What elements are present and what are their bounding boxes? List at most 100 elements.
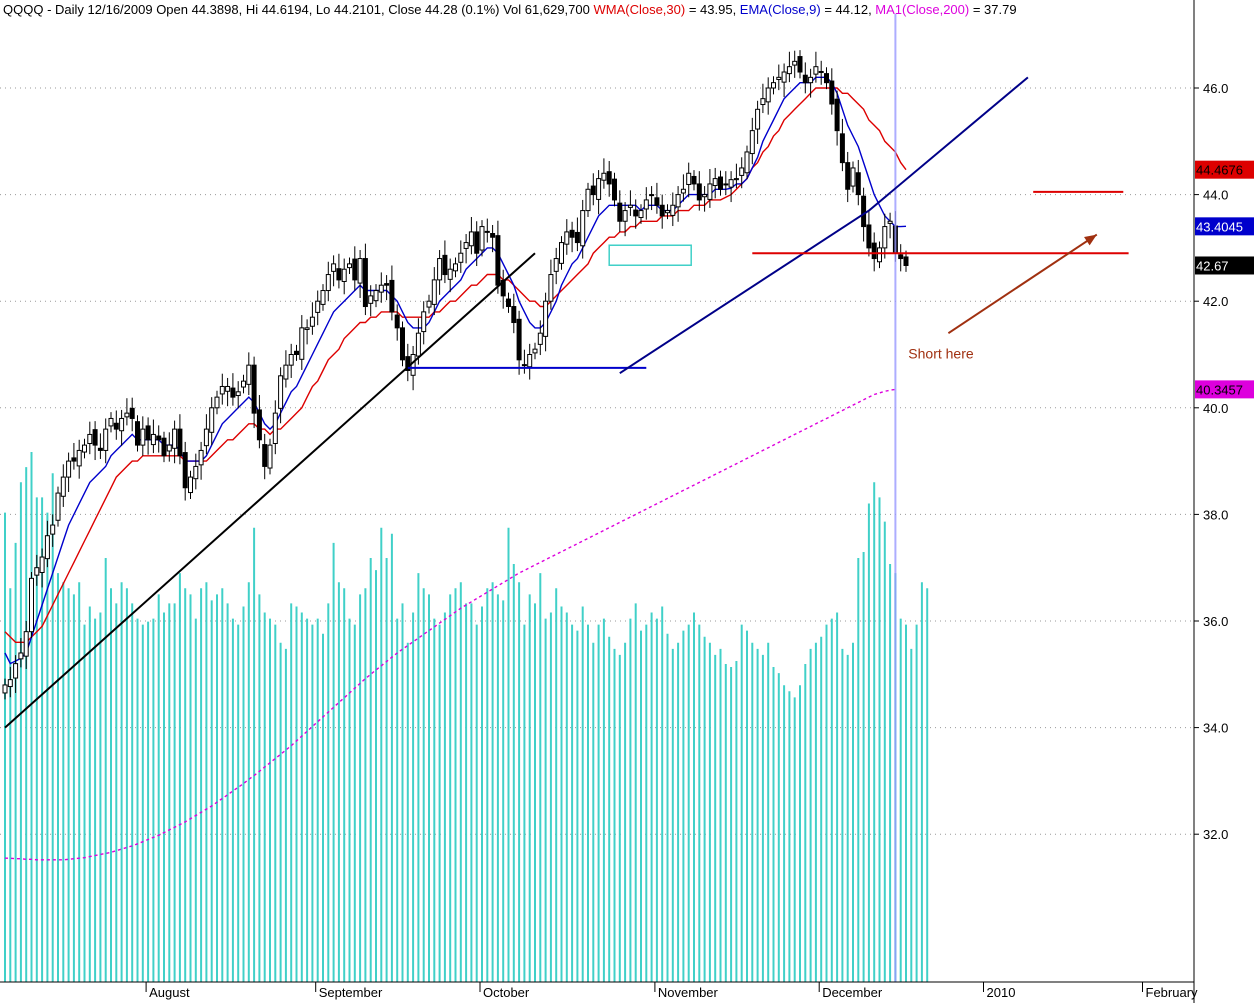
candle-down <box>855 172 861 196</box>
candle-up <box>50 524 56 535</box>
candle-up <box>18 652 24 660</box>
candle <box>596 170 602 215</box>
candle-up <box>320 290 326 305</box>
candle-up <box>622 210 628 222</box>
candle-up <box>813 66 819 75</box>
candle <box>34 554 40 586</box>
candle-down <box>97 447 103 451</box>
candle <box>680 174 686 202</box>
candle-up <box>585 188 591 212</box>
candle <box>2 678 8 700</box>
candle-up <box>458 252 464 263</box>
candle <box>479 220 485 257</box>
candle <box>458 240 464 273</box>
candle-down <box>230 387 236 398</box>
price-tag: 44.4676 <box>1195 160 1254 179</box>
candle <box>13 655 19 693</box>
candle <box>543 292 549 352</box>
candle <box>675 186 681 222</box>
candle-down <box>612 178 617 201</box>
candle-down <box>659 204 665 217</box>
candle <box>299 315 305 370</box>
short-arrow-shaft <box>947 233 1098 335</box>
candle-up <box>564 231 570 245</box>
candle-down <box>251 364 257 414</box>
candle-down <box>294 350 299 356</box>
candle-up <box>468 231 474 247</box>
candle-down <box>696 183 702 201</box>
candle-down <box>156 435 162 441</box>
candle <box>797 50 803 79</box>
candle-down <box>834 98 840 132</box>
candle-down <box>866 224 872 249</box>
x-tick-label: October <box>483 985 530 1000</box>
candle-down <box>161 437 167 457</box>
price-tags: 44.4676 43.4045 42.67 40.3457 <box>1195 160 1254 399</box>
candle <box>453 257 458 278</box>
y-tick-label: 46.0 <box>1203 81 1228 96</box>
candle <box>659 194 665 229</box>
candle-down <box>256 409 262 441</box>
candle <box>463 234 469 264</box>
candle <box>877 241 882 269</box>
candle <box>850 161 856 193</box>
candle <box>267 438 273 475</box>
trendline-2 <box>619 209 870 374</box>
candle <box>278 367 284 424</box>
candle <box>654 182 660 214</box>
candle-down <box>802 74 808 84</box>
trendline-3 <box>868 76 1029 212</box>
candle-up <box>331 263 337 272</box>
candle-down <box>824 73 829 84</box>
candle <box>765 77 771 115</box>
candle <box>140 416 146 456</box>
candle-up <box>755 108 761 130</box>
candle-up <box>463 242 469 249</box>
x-tick-label: November <box>658 985 719 1000</box>
candle-up <box>596 178 602 200</box>
candle <box>437 250 443 295</box>
candle-up <box>437 258 443 281</box>
candle <box>55 486 61 527</box>
candle <box>426 294 432 314</box>
candle <box>818 60 824 85</box>
candle <box>739 157 745 189</box>
candle <box>341 258 347 295</box>
candle <box>612 172 617 207</box>
candle-down <box>606 171 612 185</box>
candle-up <box>166 444 172 452</box>
candle-up <box>309 316 315 327</box>
candle-up <box>702 194 708 198</box>
candle-up <box>214 396 220 409</box>
candle-down <box>129 407 135 419</box>
candle <box>781 63 787 98</box>
candle <box>516 310 522 375</box>
candle <box>627 190 633 216</box>
candle-down <box>177 428 183 457</box>
candle <box>718 170 723 196</box>
candle <box>71 442 77 470</box>
candle-down <box>442 254 448 276</box>
candle-up <box>34 567 40 576</box>
candle-up <box>368 295 374 304</box>
x-tick-label: September <box>319 985 383 1000</box>
candle <box>347 257 352 275</box>
candle <box>7 666 13 698</box>
candle <box>882 213 888 259</box>
candle-down <box>516 318 522 361</box>
candle-up <box>537 332 543 345</box>
candle-up <box>2 684 8 694</box>
candle <box>744 145 750 180</box>
candle-down <box>569 229 575 238</box>
candle-up <box>347 263 352 269</box>
candle <box>601 158 607 189</box>
date-axis: August September October November December 20… <box>145 982 1198 1000</box>
candle-up <box>792 60 798 66</box>
candle-up <box>707 183 713 200</box>
short-arrow-head <box>1084 234 1097 246</box>
candle <box>749 117 755 165</box>
candle-up <box>378 284 384 293</box>
candle <box>537 320 543 356</box>
